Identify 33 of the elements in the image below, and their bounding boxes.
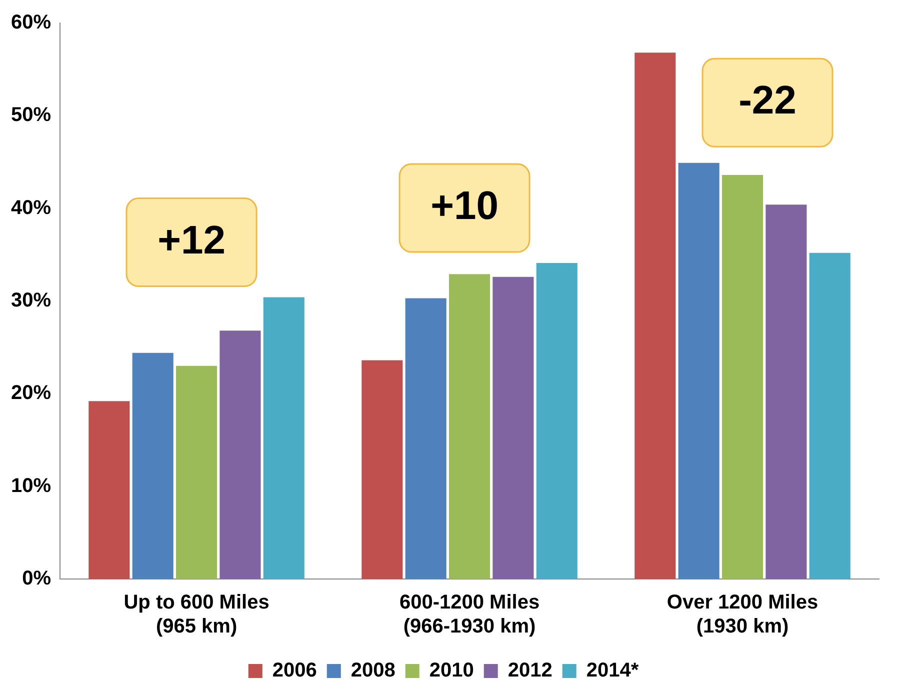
bar [536,263,578,579]
bar [220,330,261,579]
y-tick-label: 0% [22,568,52,590]
bar [405,298,446,579]
legend-label: 2006 [272,660,317,682]
annotation: +12 [158,218,226,262]
bar [678,162,720,579]
y-tick-label: 60% [11,12,52,34]
bar [492,276,534,579]
bar [766,204,807,579]
y-tick-label: 20% [11,382,52,404]
legend-label: 2008 [350,660,396,682]
bar [88,401,130,579]
y-tick-label: 50% [11,104,52,126]
annotation: +10 [430,184,498,228]
annotation: -22 [738,78,796,123]
x-tick-label: 600-1200 Miles (966-1930 km) [399,592,540,638]
x-tick-label: Over 1200 Miles (1930 km) [666,592,818,638]
bar [634,52,676,579]
legend-label: 2012 [508,660,552,682]
bar [722,174,764,579]
x-tick-label: Up to 600 Miles (965 km) [124,592,270,638]
y-tick-label: 40% [11,196,52,219]
bar [448,274,490,579]
legend-label: 2014* [586,660,639,682]
y-tick-label: 30% [11,290,52,312]
y-tick-label: 10% [11,474,52,497]
bar [809,252,850,579]
bar [176,366,218,579]
bar [362,360,403,579]
legend-label: 2010 [429,660,474,682]
bar [132,352,174,579]
bar [263,297,304,579]
